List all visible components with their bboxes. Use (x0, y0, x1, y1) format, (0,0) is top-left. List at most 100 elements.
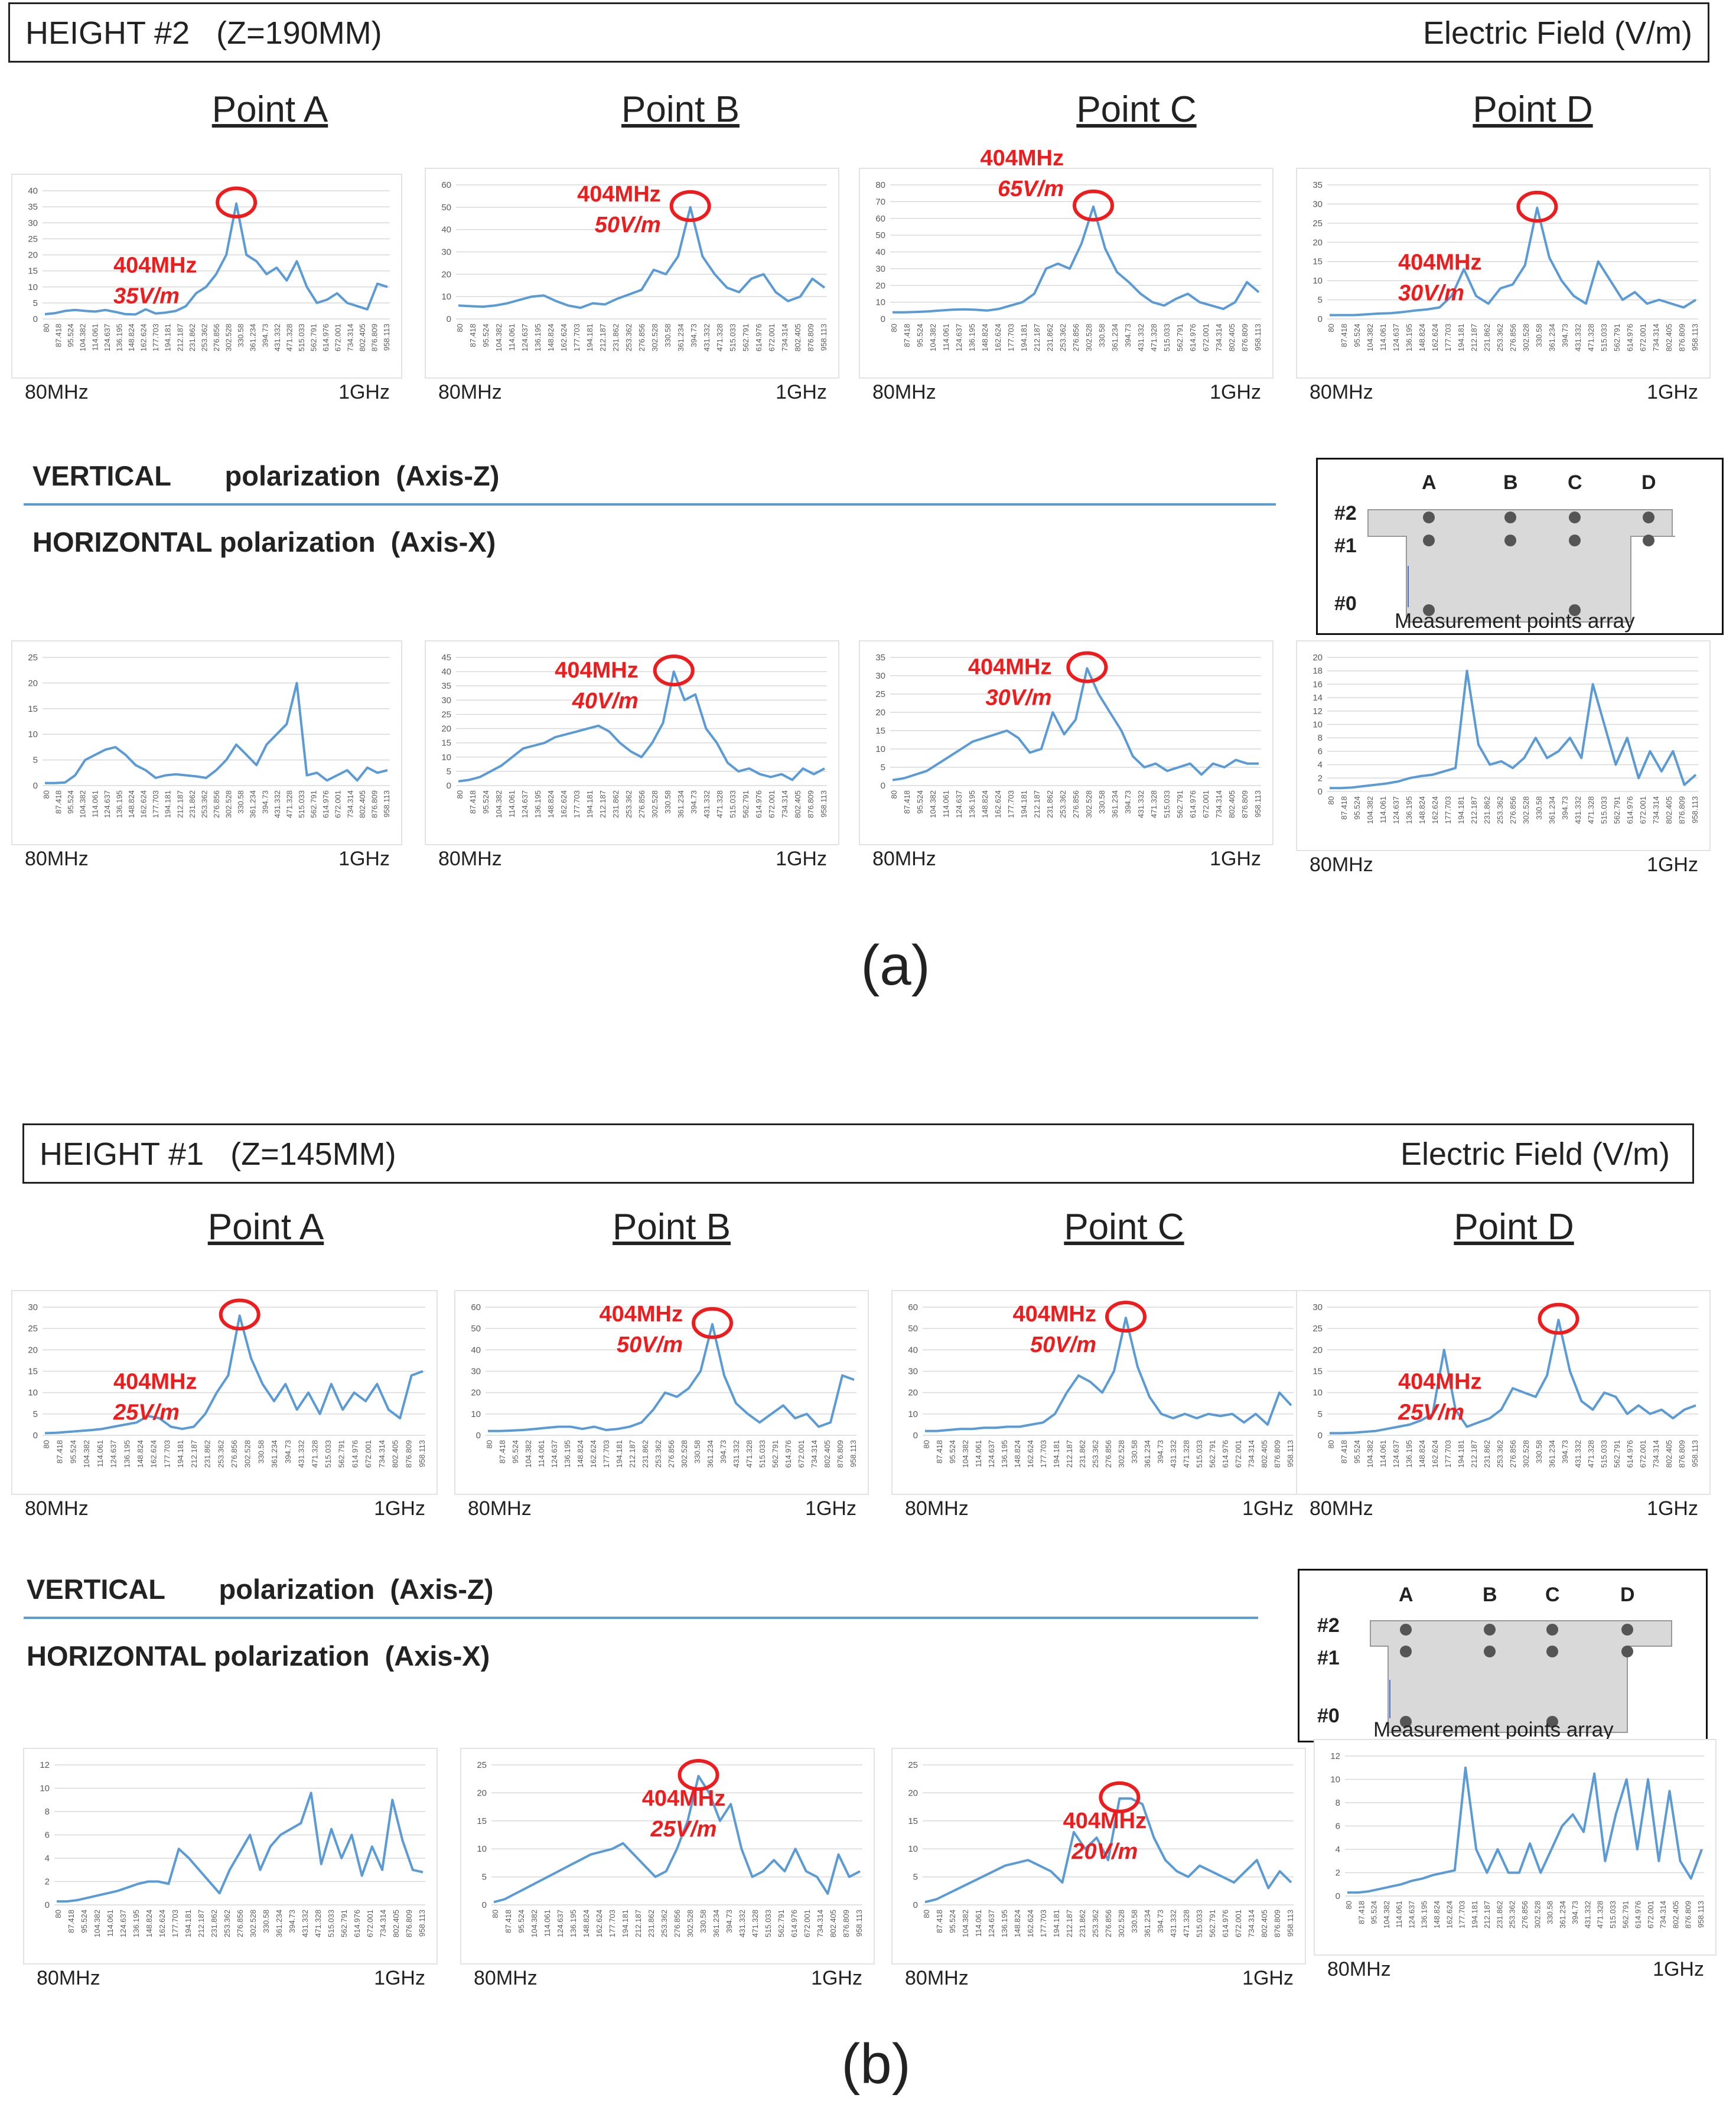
y-tick-label: 60 (908, 1302, 918, 1312)
x-tick-label: 431.332 (702, 324, 711, 351)
y-tick-label: 5 (881, 763, 885, 773)
x-tick-label: 672.001 (1234, 1440, 1243, 1468)
x-tick-label: 104.382 (524, 1440, 533, 1468)
y-tick-label: 0 (1318, 314, 1323, 324)
x-tick-label: 276.856 (1520, 1901, 1529, 1928)
x-tick-label: 672.001 (1639, 796, 1647, 824)
x-end-label: 1GHz (811, 1967, 862, 1989)
x-tick-label: 431.332 (1136, 324, 1145, 351)
x-tick-label: 114.061 (1379, 796, 1388, 823)
point-a0 (1423, 604, 1435, 616)
x-tick-label: 177.703 (1039, 1910, 1048, 1937)
y-tick-label: 60 (875, 214, 885, 224)
y-tick-label: 2 (1336, 1868, 1340, 1878)
x-tick-label: 958.113 (418, 1910, 426, 1937)
x-tick-label: 614.976 (790, 1910, 799, 1937)
x-tick-label: 471.328 (285, 790, 294, 818)
x-tick-label: 80 (42, 324, 51, 332)
y-tick-label: 0 (1318, 1431, 1323, 1441)
x-tick-label: 253.362 (200, 790, 209, 818)
chart-frame (859, 640, 1273, 845)
x-tick-label: 802.405 (1227, 324, 1236, 351)
x-tick-label: 212.187 (175, 324, 184, 351)
inset-col-b: B (1503, 471, 1518, 494)
y-tick-label: 8 (1318, 733, 1323, 743)
x-tick-label: 212.187 (1470, 324, 1478, 351)
panel-a-header: HEIGHT #2 (Z=190MM) Electric Field (V/m) (8, 2, 1709, 63)
series-line (488, 1322, 855, 1432)
series-line (1330, 669, 1697, 790)
x-tick-label: 87.418 (903, 790, 911, 814)
x-tick-label: 471.328 (715, 790, 724, 818)
series-line (892, 667, 1259, 781)
x-tick-label: 87.418 (468, 790, 477, 814)
peak-field-label: 25V/m (113, 1400, 180, 1425)
x-tick-label: 104.382 (530, 1910, 539, 1937)
x-tick-label: 104.382 (961, 1440, 970, 1468)
x-tick-label: 124.637 (520, 790, 529, 818)
x-tick-label: 431.332 (1574, 796, 1582, 824)
x-tick-label: 162.624 (589, 1440, 598, 1468)
x-tick-label: 394.73 (288, 1910, 297, 1933)
chart-a-vertical-point-b: 0 10 20 30 40 50 60 80 87.418 95.524 104.382 114.06… (425, 168, 839, 403)
x-tick-label: 361.234 (706, 1440, 715, 1468)
y-tick-label: 40 (441, 667, 451, 677)
x-tick-label: 361.234 (712, 1910, 721, 1937)
inset-col-d: D (1620, 1584, 1635, 1606)
x-tick-label: 302.528 (1117, 1910, 1126, 1937)
y-tick-label: 25 (441, 709, 451, 719)
x-tick-label: 124.637 (1392, 324, 1400, 351)
x-tick-label: 124.637 (1407, 1901, 1416, 1928)
x-tick-label: 162.624 (994, 324, 1002, 351)
peak-field-label: 40V/m (572, 689, 639, 714)
x-end-label: 1GHz (1647, 853, 1698, 876)
x-tick-label: 114.061 (90, 324, 99, 351)
x-tick-label: 802.405 (829, 1910, 838, 1937)
y-tick-label: 40 (441, 225, 451, 235)
x-tick-label: 253.362 (1496, 796, 1504, 824)
x-tick-label: 253.362 (1091, 1910, 1100, 1937)
x-tick-label: 515.033 (327, 1910, 336, 1937)
x-tick-label: 95.524 (1370, 1901, 1379, 1924)
x-tick-label: 361.234 (1548, 324, 1556, 351)
x-tick-label: 515.033 (1600, 796, 1608, 824)
x-tick-label: 231.862 (188, 324, 197, 351)
y-tick-label: 0 (1318, 787, 1323, 797)
x-tick-label: 515.033 (1195, 1440, 1204, 1468)
x-start-label: 80MHz (872, 381, 936, 403)
x-tick-label: 177.703 (151, 790, 160, 818)
x-start-label: 80MHz (872, 848, 936, 870)
x-tick-label: 431.332 (301, 1910, 310, 1937)
y-tick-label: 0 (913, 1900, 918, 1910)
panel-b-horizontal-label: HORIZONTAL polarization (Axis-X) (27, 1640, 490, 1672)
y-tick-label: 10 (875, 744, 885, 754)
x-tick-label: 114.061 (96, 1440, 105, 1467)
x-tick-label: 515.033 (1600, 324, 1608, 351)
y-tick-label: 10 (1312, 1388, 1323, 1398)
y-tick-label: 10 (471, 1409, 481, 1419)
x-tick-label: 562.791 (310, 324, 318, 351)
x-tick-label: 876.809 (1273, 1910, 1282, 1937)
y-tick-label: 25 (28, 1324, 38, 1334)
x-tick-label: 87.418 (54, 324, 63, 347)
chart-b-horizontal-point-b: 0 5 10 15 20 25 80 87.418 95.524 104.382 114.061 12… (460, 1748, 875, 1989)
x-tick-label: 162.624 (1026, 1440, 1035, 1468)
y-tick-label: 20 (471, 1388, 481, 1398)
x-tick-label: 276.856 (1071, 324, 1080, 351)
y-tick-label: 6 (1318, 747, 1323, 757)
structure-body (1370, 1620, 1672, 1733)
y-tick-label: 10 (28, 1388, 38, 1398)
x-end-label: 1GHz (776, 848, 827, 870)
y-tick-label: 30 (28, 218, 38, 228)
x-tick-label: 231.862 (1045, 324, 1054, 351)
y-tick-label: 0 (881, 314, 885, 324)
x-tick-label: 253.362 (1496, 1440, 1504, 1468)
x-tick-label: 302.528 (1084, 790, 1093, 818)
y-tick-label: 16 (1312, 679, 1323, 689)
y-tick-label: 10 (1330, 1775, 1340, 1785)
x-end-label: 1GHz (1242, 1497, 1294, 1520)
x-tick-label: 734.314 (1247, 1440, 1256, 1468)
inset-col-c: C (1568, 471, 1582, 494)
y-tick-label: 6 (45, 1830, 50, 1840)
peak-field-label: 50V/m (1030, 1333, 1096, 1357)
